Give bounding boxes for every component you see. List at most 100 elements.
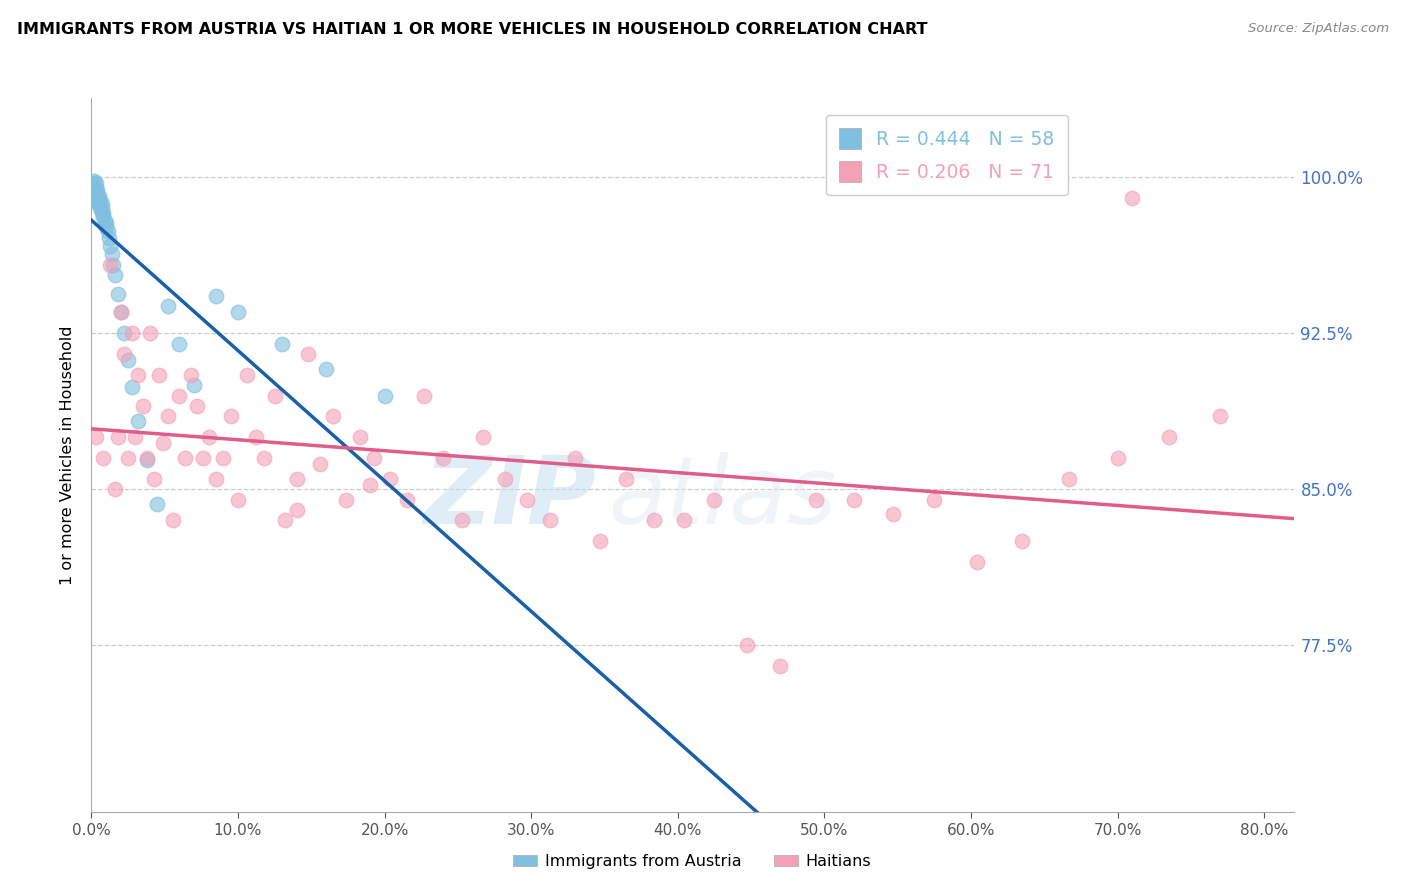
Point xyxy=(395,492,418,507)
Point xyxy=(335,492,357,507)
Point xyxy=(236,368,259,382)
Point xyxy=(112,326,135,341)
Legend: Immigrants from Austria, Haitians: Immigrants from Austria, Haitians xyxy=(508,847,877,875)
Point xyxy=(107,286,129,301)
Point xyxy=(83,193,105,207)
Point xyxy=(494,472,516,486)
Point xyxy=(131,399,153,413)
Point xyxy=(183,378,205,392)
Point xyxy=(117,450,139,465)
Point xyxy=(104,268,127,282)
Point xyxy=(87,197,110,211)
Point xyxy=(124,430,146,444)
Point xyxy=(89,202,111,216)
Point xyxy=(100,239,122,253)
Point xyxy=(169,389,191,403)
Point xyxy=(91,210,114,224)
Point xyxy=(101,247,124,261)
Point xyxy=(769,659,792,673)
Point xyxy=(1209,409,1232,424)
Point xyxy=(91,450,114,465)
Point xyxy=(162,513,184,527)
Point xyxy=(643,513,665,527)
Point xyxy=(274,513,297,527)
Point xyxy=(86,186,108,201)
Point xyxy=(359,478,381,492)
Text: IMMIGRANTS FROM AUSTRIA VS HAITIAN 1 OR MORE VEHICLES IN HOUSEHOLD CORRELATION C: IMMIGRANTS FROM AUSTRIA VS HAITIAN 1 OR … xyxy=(17,22,928,37)
Point xyxy=(413,389,436,403)
Point xyxy=(804,492,827,507)
Y-axis label: 1 or more Vehicles in Household: 1 or more Vehicles in Household xyxy=(59,326,75,584)
Point xyxy=(589,534,612,549)
Point xyxy=(136,450,159,465)
Point xyxy=(315,361,337,376)
Text: atlas: atlas xyxy=(609,452,837,543)
Point xyxy=(156,409,179,424)
Point xyxy=(616,472,638,486)
Point xyxy=(349,430,371,444)
Point xyxy=(93,214,115,228)
Point xyxy=(285,472,308,486)
Point xyxy=(703,492,725,507)
Point xyxy=(100,258,122,272)
Point xyxy=(89,197,111,211)
Point xyxy=(90,197,112,211)
Point xyxy=(121,380,143,394)
Point xyxy=(86,191,108,205)
Point xyxy=(83,186,105,201)
Point xyxy=(84,177,107,191)
Point xyxy=(1121,191,1143,205)
Point xyxy=(564,450,586,465)
Point xyxy=(127,368,149,382)
Point xyxy=(297,347,319,361)
Point xyxy=(380,472,402,486)
Point xyxy=(169,336,191,351)
Point xyxy=(174,450,197,465)
Point xyxy=(191,450,214,465)
Point xyxy=(226,305,249,319)
Point xyxy=(83,189,105,203)
Point xyxy=(84,185,107,199)
Point xyxy=(86,195,108,210)
Point xyxy=(245,430,267,444)
Point xyxy=(1011,534,1033,549)
Point xyxy=(83,178,105,193)
Point xyxy=(84,186,107,201)
Point xyxy=(136,453,159,467)
Point xyxy=(156,299,179,313)
Point xyxy=(82,191,104,205)
Point xyxy=(516,492,538,507)
Point xyxy=(86,183,108,197)
Point xyxy=(103,258,125,272)
Point xyxy=(84,180,107,194)
Point xyxy=(471,430,494,444)
Point xyxy=(94,216,117,230)
Point xyxy=(96,224,118,238)
Point xyxy=(309,457,332,471)
Point xyxy=(91,205,114,219)
Point xyxy=(1107,450,1129,465)
Point xyxy=(89,193,111,207)
Point xyxy=(82,180,104,194)
Point xyxy=(672,513,695,527)
Point xyxy=(121,326,143,341)
Point xyxy=(112,347,135,361)
Point xyxy=(152,436,174,450)
Point xyxy=(212,450,235,465)
Text: ZIP: ZIP xyxy=(423,451,596,544)
Point xyxy=(127,414,149,428)
Point xyxy=(966,555,988,569)
Point xyxy=(271,336,294,351)
Point xyxy=(205,472,228,486)
Point xyxy=(882,507,904,521)
Point xyxy=(82,186,104,201)
Point xyxy=(117,353,139,368)
Point xyxy=(451,513,474,527)
Point xyxy=(83,180,105,194)
Point xyxy=(538,513,561,527)
Point xyxy=(253,450,276,465)
Point xyxy=(432,450,454,465)
Point xyxy=(139,326,162,341)
Point xyxy=(82,185,104,199)
Point xyxy=(374,389,396,403)
